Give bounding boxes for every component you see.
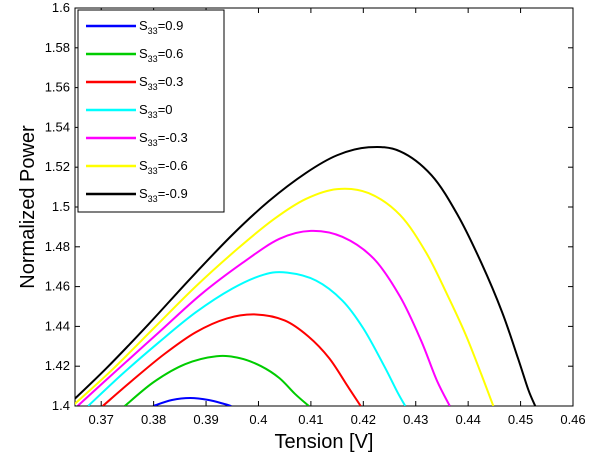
y-tick-label: 1.5 bbox=[52, 199, 70, 214]
series-line-2 bbox=[124, 354, 310, 406]
x-tick-label: 0.41 bbox=[298, 412, 323, 427]
series-line-7 bbox=[75, 145, 537, 406]
x-tick-label: 0.4 bbox=[249, 412, 267, 427]
series-layer bbox=[75, 145, 537, 406]
x-tick-label: 0.43 bbox=[403, 412, 428, 427]
y-tick-label: 1.54 bbox=[45, 119, 70, 134]
y-tick-label: 1.58 bbox=[45, 40, 70, 55]
x-tick-label: 0.39 bbox=[193, 412, 218, 427]
legend-label-1: S33=0.9 bbox=[139, 18, 183, 36]
y-tick-label: 1.52 bbox=[45, 159, 70, 174]
x-tick-label: 0.37 bbox=[89, 412, 114, 427]
y-tick-label: 1.48 bbox=[45, 239, 70, 254]
y-tick-label: 1.42 bbox=[45, 358, 70, 373]
legend-label-3: S33=0.3 bbox=[139, 74, 183, 92]
legend-label-7: S33=-0.9 bbox=[139, 186, 188, 204]
x-axis-label: Tension [V] bbox=[275, 431, 374, 453]
x-tick-label: 0.46 bbox=[560, 412, 585, 427]
y-tick-label: 1.46 bbox=[45, 279, 70, 294]
x-tick-label: 0.45 bbox=[508, 412, 533, 427]
legend-label-5: S33=-0.3 bbox=[139, 130, 188, 148]
y-axis-label: Normalized Power bbox=[17, 125, 39, 289]
x-tick-label: 0.38 bbox=[141, 412, 166, 427]
y-tick-label: 1.56 bbox=[45, 80, 70, 95]
legend: S33=0.9 S33=0.6 S33=0.3 S33=0 S33=-0.3 S33=-0… bbox=[77, 9, 225, 213]
series-line-1 bbox=[152, 397, 232, 406]
x-tick-label: 0.42 bbox=[351, 412, 376, 427]
y-tick-label: 1.6 bbox=[52, 0, 70, 15]
legend-label-6: S33=-0.6 bbox=[139, 158, 188, 176]
y-tick-label: 1.44 bbox=[45, 318, 70, 333]
series-line-3 bbox=[102, 313, 362, 406]
series-line-4 bbox=[87, 271, 407, 406]
y-tick-label: 1.4 bbox=[52, 398, 70, 413]
series-line-5 bbox=[76, 229, 451, 406]
tick-layer: 0.37 0.38 0.39 0.4 0.41 0.42 0.43 0.44 0.45 0.46 1… bbox=[45, 0, 586, 427]
x-tick-label: 0.44 bbox=[456, 412, 481, 427]
legend-label-2: S33=0.6 bbox=[139, 46, 183, 64]
legend-label-4: S33=0 bbox=[139, 102, 173, 120]
series-line-6 bbox=[75, 187, 495, 406]
